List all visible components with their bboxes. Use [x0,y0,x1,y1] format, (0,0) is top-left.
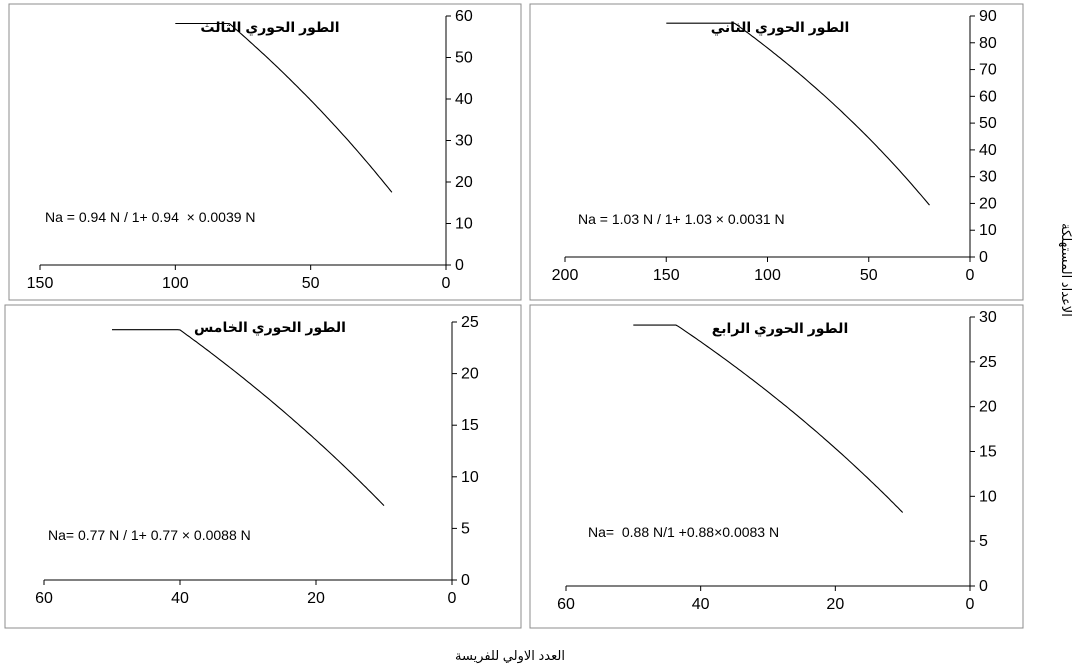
y-tick-label: 0 [461,572,470,589]
chart-panel-third-instar: 0 10 20 30 40 50 60 150 100 50 0 الطور الحوري الث… [8,3,522,301]
x-tick-label: 0 [442,275,451,292]
x-tick-label: 20 [826,596,844,613]
fitted-curve [666,22,930,206]
y-tick-label: 90 [979,8,997,25]
y-tick-label: 20 [979,195,997,212]
x-tick-label: 50 [860,267,878,284]
y-tick-label: 30 [979,169,997,186]
chart-title: الطور الحوري الثالث [200,19,339,37]
y-tick-label: 0 [455,257,464,274]
y-tick-label: 10 [979,222,997,239]
x-tick-label: 100 [162,275,189,292]
x-tick-label: 50 [302,275,320,292]
y-tick-label: 50 [979,115,997,132]
equation-label: Na= 0.88 N/1 +0.88×0.0083 N [588,524,779,540]
x-tick-label: 0 [966,596,975,613]
y-tick-label: 30 [979,309,997,326]
chart-panel-second-instar: 0 10 20 30 40 50 60 70 80 90 200 150 100 50 0 الطور ا… [529,3,1024,301]
y-tick-label: 20 [979,399,997,416]
y-tick-label: 20 [461,366,479,383]
y-tick-label: 60 [979,88,997,105]
y-tick-label: 10 [455,216,473,233]
x-tick-label: 150 [27,275,54,292]
y-tick-label: 25 [979,354,997,371]
y-tick-label: 25 [461,314,479,331]
x-axis-ticks: 150 100 50 0 [27,265,451,292]
x-axis-ticks: 60 40 20 0 [35,580,457,607]
y-tick-label: 5 [461,520,470,537]
equation-label: Na= 0.77 N / 1+ 0.77 × 0.0088 N [48,527,251,543]
x-axis-ticks: 200 150 100 50 0 [552,257,975,284]
chart-frame [529,304,1024,629]
shared-x-axis-label: العدد الاولي للفريسة [455,648,565,664]
chart-panel-fourth-instar: 0 5 10 15 20 25 30 60 40 20 0 الطور الحوري الرابع… [529,304,1024,629]
chart-title: الطور الحوري الرابع [712,320,849,338]
y-tick-label: 20 [455,174,473,191]
chart-frame [4,304,522,629]
y-axis-ticks: 0 5 10 15 20 25 30 [970,309,997,595]
x-tick-label: 40 [171,590,189,607]
chart-frame [8,3,522,301]
chart-frame [529,3,1024,301]
equation-label: Na = 1.03 N / 1+ 1.03 × 0.0031 N [578,211,785,227]
y-tick-label: 0 [979,578,988,595]
chart-title: الطور الحوري الخامس [194,319,346,337]
y-tick-label: 80 [979,35,997,52]
y-tick-label: 70 [979,62,997,79]
x-tick-label: 60 [557,596,575,613]
chart-panel-fifth-instar: 0 5 10 15 20 25 60 40 20 0 الطور الحوري الخامس N… [4,304,522,629]
y-axis-ticks: 0 5 10 15 20 25 [452,314,479,589]
chart-title: الطور الحوري الثاني [711,19,850,37]
fitted-curve [112,329,385,506]
y-tick-label: 40 [455,91,473,108]
x-tick-label: 200 [552,267,579,284]
y-tick-label: 40 [979,142,997,159]
y-tick-label: 0 [979,249,988,266]
x-tick-label: 20 [307,590,325,607]
x-tick-label: 40 [692,596,710,613]
y-tick-label: 10 [979,488,997,505]
y-tick-label: 30 [455,133,473,150]
y-tick-label: 60 [455,8,473,25]
equation-label: Na = 0.94 N / 1+ 0.94 × 0.0039 N [45,209,256,225]
y-axis-ticks: 0 10 20 30 40 50 60 70 80 90 [970,8,997,266]
y-axis-ticks: 0 10 20 30 40 50 60 [446,8,473,274]
x-tick-label: 60 [35,590,53,607]
x-tick-label: 150 [653,267,680,284]
y-tick-label: 15 [979,444,997,461]
x-axis-ticks: 60 40 20 0 [557,586,975,613]
y-tick-label: 5 [979,533,988,550]
x-tick-label: 100 [754,267,781,284]
y-tick-label: 15 [461,417,479,434]
y-tick-label: 50 [455,50,473,67]
y-tick-label: 10 [461,469,479,486]
x-tick-label: 0 [966,267,975,284]
shared-y-axis-label: الاعداد المستهلكة [1058,223,1074,317]
fitted-curve [175,22,393,193]
x-tick-label: 0 [448,590,457,607]
fitted-curve [633,324,904,513]
